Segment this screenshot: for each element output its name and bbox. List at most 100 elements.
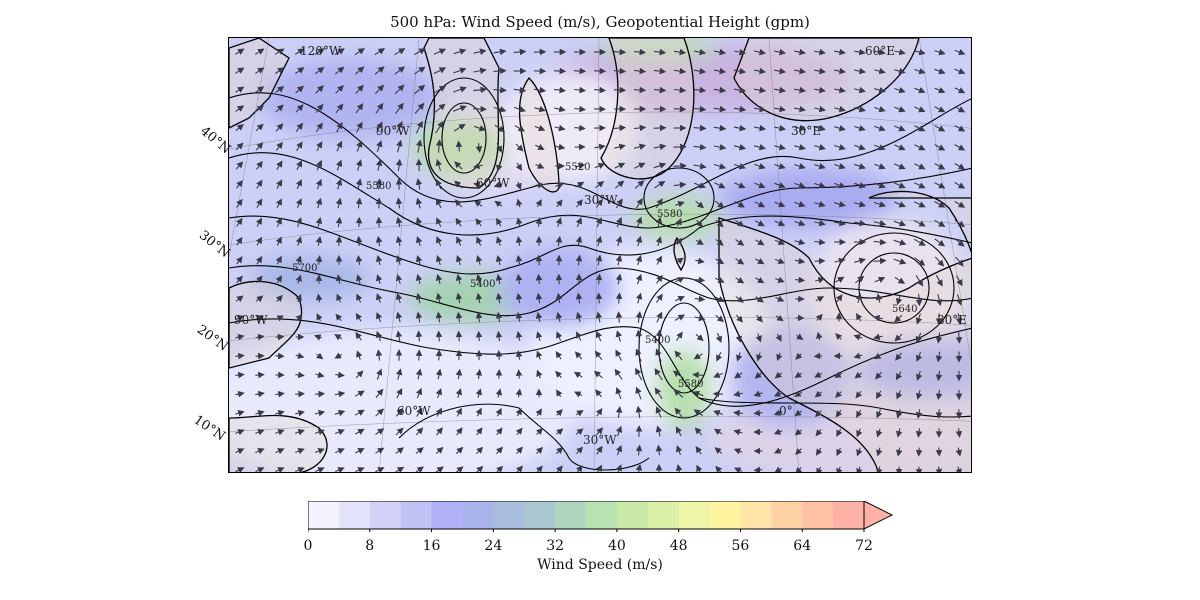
wind-arrow [235,448,245,455]
wind-arrow [316,159,323,171]
wind-arrow [455,446,464,455]
wind-arrow [533,86,547,94]
wind-arrow [874,276,886,283]
wind-arrow [255,295,264,303]
wind-arrow [374,66,385,75]
wind-arrow [853,334,863,341]
wind-arrow [375,408,385,417]
wind-arrow [435,311,443,323]
wind-arrow [275,217,282,227]
wind-arrow [435,407,443,417]
colorbar-tick-label: 0 [303,538,313,554]
wind-arrow [814,143,826,151]
wind-arrow [415,387,423,399]
wind-arrow [654,180,666,189]
colorbar-cell [678,501,711,529]
wind-arrow [334,429,345,436]
wind-arrow [735,314,744,323]
wind-arrow [635,235,643,247]
wind-arrow [914,67,926,75]
wind-arrow [395,466,405,472]
wind-arrow [235,315,245,322]
wind-arrow [955,332,963,344]
wind-arrow [534,105,546,113]
wind-arrow [673,389,684,398]
wind-arrow [676,331,683,342]
wind-arrow [694,427,703,436]
wind-arrow [914,144,926,151]
wind-arrow [236,275,243,284]
wind-arrow [814,182,826,189]
wind-arrow [615,273,623,285]
wind-arrow [893,201,906,208]
wind-arrow [773,390,783,397]
wind-arrow [656,311,663,323]
wind-arrow [794,409,803,417]
wind-arrow [615,311,623,323]
wind-arrow [334,448,345,455]
wind-arrow [236,179,243,189]
wind-arrow [294,48,305,55]
wind-arrow [755,333,762,343]
wind-arrow [834,67,846,75]
wind-arrow [954,106,966,113]
wind-arrow [295,390,305,398]
wind-arrow [376,293,383,303]
wind-arrow [715,239,724,246]
lon-label-0: 0° [779,404,793,418]
wind-arrow [693,105,707,113]
wind-arrow [615,349,622,361]
wind-arrow [416,139,423,153]
wind-arrow [854,86,866,94]
wind-arrow [555,199,563,208]
wind-arrow [615,464,622,472]
wind-arrow [834,105,846,113]
wind-arrow [235,124,244,132]
wind-arrow [834,219,846,227]
wind-arrow [375,447,385,454]
wind-arrow [853,352,863,359]
wind-arrow [516,198,523,208]
wind-arrow [934,219,946,227]
wind-arrow [635,254,643,266]
wind-arrow [556,465,563,472]
wind-arrow [295,236,302,246]
wind-arrow [475,273,483,285]
wind-arrow [734,201,745,208]
wind-arrow [315,216,323,228]
wind-arrow [834,48,846,56]
wind-arrow [614,143,626,151]
wind-arrow [653,86,667,94]
wind-arrow [896,409,903,419]
colorbar-cell [524,501,556,529]
wind-arrow [435,330,443,342]
wind-arrow [735,296,744,303]
colorbar-cell [462,501,494,529]
wind-arrow [814,48,826,56]
wind-arrow [496,236,503,246]
wind-arrow [835,333,843,341]
wind-arrow [435,120,444,134]
wind-arrow [694,314,706,322]
wind-arrow [613,86,627,94]
wind-arrow [854,371,863,379]
wind-arrow [876,428,883,438]
wind-arrow [555,235,563,247]
wind-arrow [633,67,647,75]
wind-arrow [753,48,767,56]
wind-arrow [693,162,707,170]
wind-arrow [334,48,345,56]
wind-arrow [814,371,823,378]
wind-arrow [873,219,887,227]
wind-arrow [475,218,482,227]
wind-arrow [395,407,404,417]
wind-arrow [295,429,305,436]
wind-arrow [395,273,403,285]
wind-arrow [436,236,443,247]
wind-arrow [315,255,323,265]
wind-arrow [255,409,265,417]
wind-arrow [794,238,806,246]
wind-arrow [453,123,466,132]
wind-arrow [495,292,503,304]
wind-arrow [696,464,703,472]
